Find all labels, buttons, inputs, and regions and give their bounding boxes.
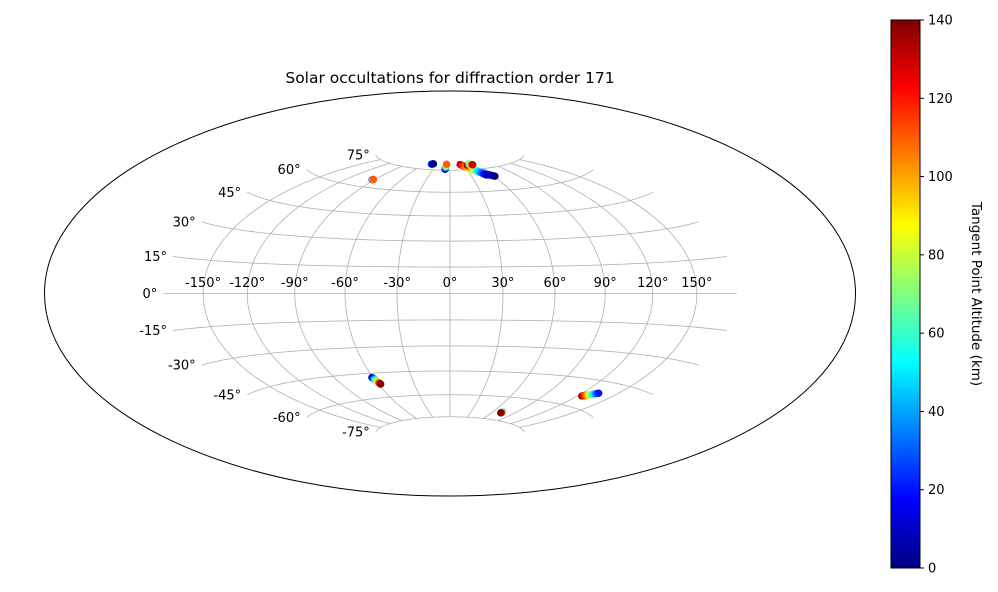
lat-tick-label: -60° <box>273 411 301 426</box>
lat-tick-label: 0° <box>143 287 158 302</box>
parallel-line <box>375 154 525 171</box>
lat-tick-label: 30° <box>173 215 196 230</box>
colorbar-tick-label: 100 <box>928 170 953 185</box>
tick-labels: -150° -120° -90° -60° -30° 0° 30° 60° 90° 120° 150… <box>139 149 712 441</box>
colorbar-tick-label: 20 <box>928 483 945 498</box>
parallel-line <box>172 319 728 331</box>
parallel-line <box>172 256 728 268</box>
data-point <box>483 171 491 179</box>
lat-tick-label: 75° <box>347 149 370 164</box>
lon-tick-label: 0° <box>443 276 458 291</box>
data-point <box>469 161 477 169</box>
parallel-line <box>375 416 525 433</box>
colorbar-gradient <box>890 19 921 569</box>
data-point <box>595 389 603 397</box>
lon-tick-label: -90° <box>281 276 309 291</box>
parallel-line <box>201 345 699 366</box>
lat-tick-label: -75° <box>342 425 370 440</box>
data-points <box>368 160 603 417</box>
data-point <box>497 409 505 417</box>
lat-tick-label: 60° <box>278 163 301 178</box>
lon-tick-label: -120° <box>229 276 265 291</box>
graticule <box>163 154 737 433</box>
chart-title: Solar occultations for diffraction order… <box>285 69 614 87</box>
parallel-line <box>247 370 653 396</box>
colorbar-tick-label: 120 <box>928 92 953 107</box>
colorbar-ticks: 0 20 40 60 80 100 120 140 <box>920 14 953 577</box>
map-area: -150° -120° -90° -60° -30° 0° 30° 60° 90° 120° 150… <box>44 90 856 497</box>
lon-tick-label: -60° <box>331 276 359 291</box>
lon-tick-label: -150° <box>185 276 221 291</box>
colorbar: 0 20 40 60 80 100 120 140 Tangent Point Altitud… <box>890 14 984 577</box>
lat-tick-label: -45° <box>213 388 241 403</box>
lon-tick-label: 30° <box>491 276 514 291</box>
colorbar-tick-label: 140 <box>928 14 953 29</box>
colorbar-label: Tangent Point Altitude (km) <box>968 201 984 386</box>
data-point <box>491 172 499 180</box>
lat-tick-label: -15° <box>139 324 167 339</box>
lat-tick-label: -30° <box>168 359 196 374</box>
lon-tick-label: 150° <box>681 276 712 291</box>
parallel-line <box>306 169 594 193</box>
parallel-line <box>247 191 653 217</box>
lat-tick-label: 15° <box>144 250 167 265</box>
colorbar-tick-label: 0 <box>928 562 936 577</box>
lon-tick-label: -30° <box>383 276 411 291</box>
colorbar-tick-label: 60 <box>928 327 945 342</box>
colorbar-tick-label: 40 <box>928 405 945 420</box>
parallel-line <box>201 221 699 242</box>
data-point <box>443 160 451 168</box>
map-outline <box>44 90 856 497</box>
data-point <box>377 380 385 388</box>
lon-tick-label: 120° <box>637 276 668 291</box>
lon-tick-label: 60° <box>543 276 566 291</box>
colorbar-tick-label: 80 <box>928 248 945 263</box>
lat-tick-label: 45° <box>218 186 241 201</box>
data-point <box>429 160 438 168</box>
data-point <box>369 175 377 183</box>
lon-tick-label: 90° <box>594 276 617 291</box>
parallel-line <box>306 394 594 418</box>
